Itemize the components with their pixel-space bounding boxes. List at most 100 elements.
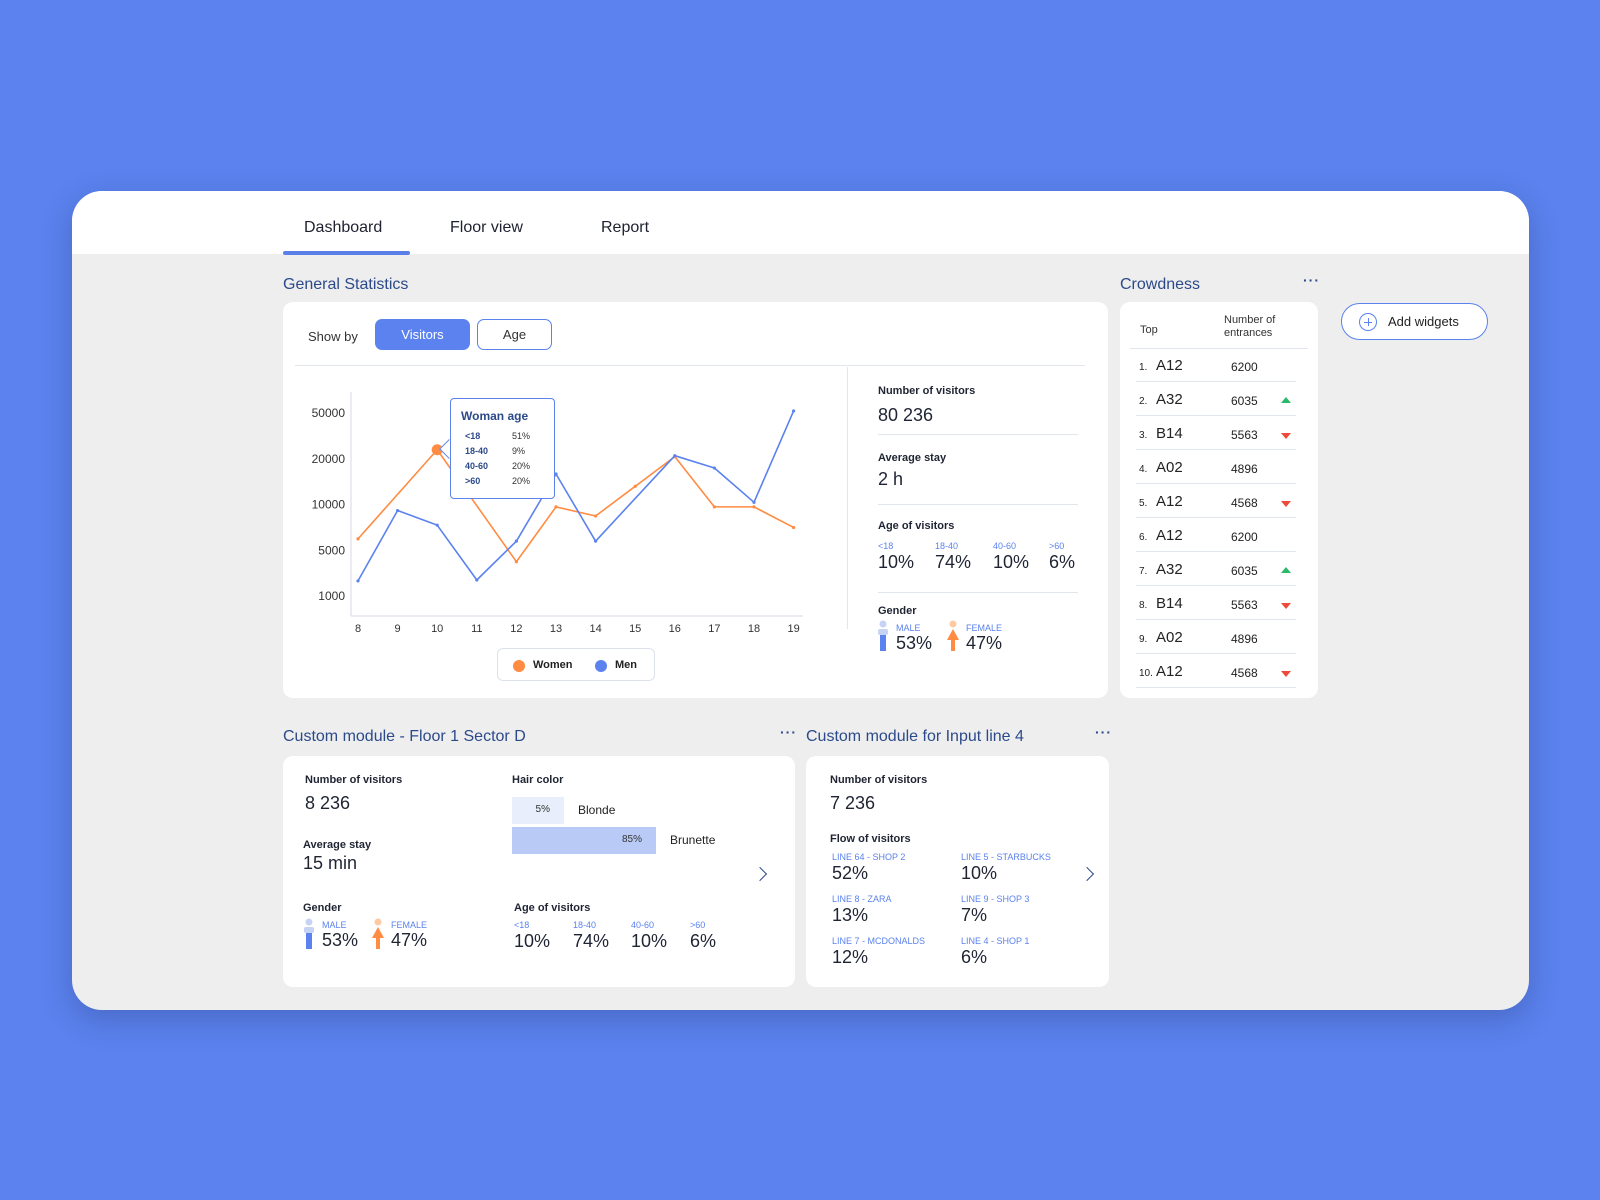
trend-down-icon <box>1281 671 1291 677</box>
age-of-visitors-label: Age of visitors <box>878 520 955 532</box>
men-data-point <box>752 500 756 504</box>
chevron-right-icon[interactable] <box>752 866 768 882</box>
tooltip-key: 18-40 <box>465 446 489 456</box>
female-value: 47% <box>391 930 428 950</box>
women-series-line <box>357 448 794 563</box>
tab-floor-view[interactable]: Floor view <box>450 219 523 236</box>
men-series-line <box>357 410 795 582</box>
men-data-point <box>356 579 360 583</box>
entrance-count: 5563 <box>1231 428 1258 442</box>
age-category: 18-40 <box>573 920 597 930</box>
tooltip-value: 51% <box>512 431 531 441</box>
men-legend-dot <box>595 660 607 672</box>
gender-label: Gender <box>878 605 917 617</box>
crowdness-col-top: Top <box>1140 324 1158 336</box>
zone-name: A32 <box>1156 561 1183 578</box>
crowdness-col-entrances: Number of entrances <box>1224 314 1276 339</box>
rank-number: 9. <box>1139 634 1148 645</box>
flow-category: LINE 8 - ZARA <box>832 894 892 904</box>
rank-number: 2. <box>1139 396 1148 407</box>
crowdness-row[interactable]: 4. A02 4896 <box>1136 451 1296 484</box>
general-statistics-title: General Statistics <box>283 276 409 293</box>
women-data-point <box>554 505 558 509</box>
y-tick-label: 5000 <box>318 543 345 557</box>
crowdness-row[interactable]: 7. A32 6035 <box>1136 553 1296 586</box>
crowdness-row[interactable]: 1. A12 6200 <box>1136 349 1296 382</box>
women-data-point <box>752 505 756 509</box>
zone-name: A02 <box>1156 629 1183 646</box>
trend-down-icon <box>1281 501 1291 507</box>
divider <box>878 434 1078 435</box>
hair-percent: 85% <box>621 834 642 845</box>
add-widgets-button[interactable]: Add widgets <box>1341 303 1488 340</box>
module1-visitors-label: Number of visitors <box>305 774 403 786</box>
women-data-point <box>594 514 598 518</box>
flow-value: 12% <box>832 947 869 967</box>
hair-color-bar: 5% <box>512 797 564 824</box>
trend-up-icon <box>1281 397 1291 403</box>
app-window: Dashboard Floor view Report General Stat… <box>72 191 1529 1010</box>
entrance-count: 4568 <box>1231 496 1258 510</box>
average-stay-label: Average stay <box>878 452 947 464</box>
zone-name: A12 <box>1156 357 1183 374</box>
male-person-icon <box>304 918 314 949</box>
age-value: 10% <box>514 931 551 951</box>
women-data-point <box>633 484 637 488</box>
crowdness-row[interactable]: 9. A02 4896 <box>1136 621 1296 654</box>
flow-category: LINE 64 - SHOP 2 <box>832 852 906 862</box>
crowdness-row[interactable]: 8. B14 5563 <box>1136 587 1296 620</box>
crowdness-row[interactable]: 3. B14 5563 <box>1136 417 1296 450</box>
module1-more-icon[interactable]: ··· <box>780 724 797 740</box>
woman-age-tooltip: Woman age <18 51% 18-40 9% 40-60 20% >60… <box>450 398 555 499</box>
flow-category: LINE 4 - SHOP 1 <box>961 936 1030 946</box>
men-legend-label: Men <box>615 659 637 671</box>
male-value: 53% <box>896 633 933 653</box>
crowdness-card: Top Number of entrances 1. A12 6200 2. A32 60… <box>1120 302 1318 698</box>
visitors-toggle-button[interactable]: Visitors <box>375 319 470 350</box>
x-tick-label: 17 <box>708 623 720 635</box>
male-label: MALE <box>322 920 347 930</box>
zone-name: A12 <box>1156 493 1183 510</box>
age-toggle-button[interactable]: Age <box>477 319 552 350</box>
chevron-right-icon[interactable] <box>1079 866 1095 882</box>
crowdness-row[interactable]: 10. A12 4568 <box>1136 655 1296 688</box>
tab-report[interactable]: Report <box>601 219 650 236</box>
men-data-point <box>554 472 558 476</box>
rank-number: 5. <box>1139 498 1148 509</box>
men-data-point <box>435 523 439 527</box>
crowdness-row[interactable]: 2. A32 6035 <box>1136 383 1296 416</box>
divider <box>847 367 848 629</box>
trend-down-icon <box>1281 603 1291 609</box>
x-tick-label: 9 <box>395 623 401 635</box>
tooltip-title: Woman age <box>461 409 529 423</box>
age-value: 74% <box>935 552 972 572</box>
visitors-line-chart: 50000 20000 10000 5000 1000 8 9 10 11 12 13 14 15 16 1… <box>312 392 803 635</box>
women-data-point <box>712 505 716 509</box>
women-legend-label: Women <box>533 659 573 671</box>
module2-visitors-value: 7 236 <box>830 793 876 813</box>
crowdness-title: Crowdness <box>1120 276 1201 293</box>
flow-value: 52% <box>832 863 869 883</box>
crowdness-row[interactable]: 6. A12 6200 <box>1136 519 1296 552</box>
crowdness-more-icon[interactable]: ··· <box>1303 272 1320 288</box>
crowdness-row[interactable]: 5. A12 4568 <box>1136 485 1296 518</box>
active-tab-indicator <box>283 251 410 255</box>
module1-stay-label: Average stay <box>303 839 372 851</box>
flow-category: LINE 5 - STARBUCKS <box>961 852 1051 862</box>
rank-number: 7. <box>1139 566 1148 577</box>
female-label: FEMALE <box>966 623 1003 633</box>
age-category: <18 <box>514 920 530 930</box>
tooltip-value: 20% <box>512 461 531 471</box>
flow-value: 7% <box>961 905 988 925</box>
module2-more-icon[interactable]: ··· <box>1095 724 1112 740</box>
divider <box>878 504 1078 505</box>
men-data-point <box>673 454 677 458</box>
age-value: 6% <box>1049 552 1076 572</box>
y-tick-label: 20000 <box>312 452 346 466</box>
men-data-point <box>594 539 598 543</box>
female-person-icon <box>372 918 384 949</box>
x-tick-label: 14 <box>589 623 601 635</box>
tab-dashboard[interactable]: Dashboard <box>304 219 383 236</box>
x-tick-label: 12 <box>510 623 522 635</box>
x-tick-label: 15 <box>629 623 641 635</box>
